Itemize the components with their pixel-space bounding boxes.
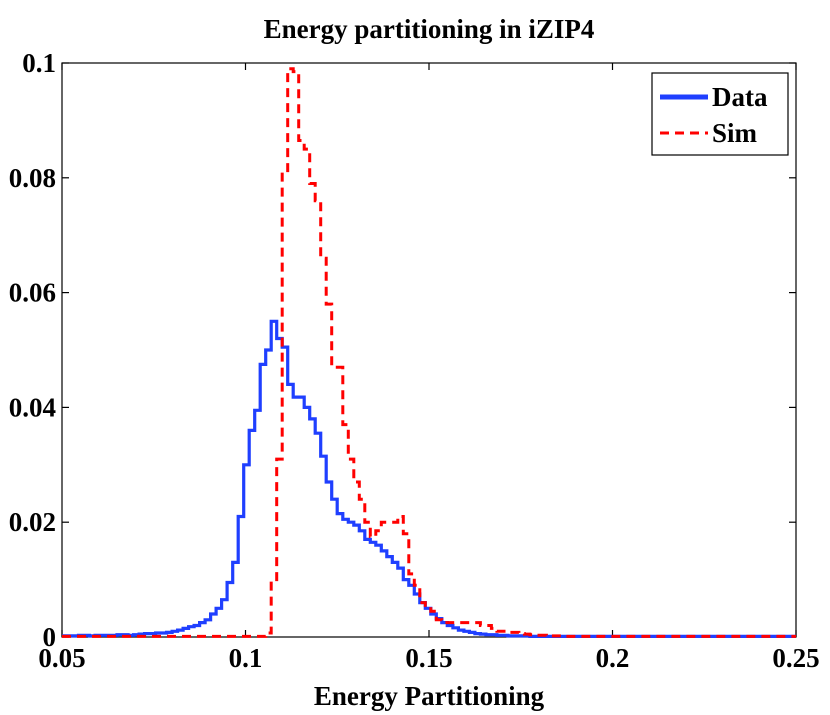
y-tick-label: 0.08 bbox=[9, 163, 56, 193]
x-tick-label: 0.15 bbox=[405, 643, 452, 673]
legend-box bbox=[651, 72, 789, 156]
x-tick-label: 0.25 bbox=[772, 643, 819, 673]
y-tick-label: 0.06 bbox=[9, 278, 56, 308]
x-tick-label: 0.1 bbox=[229, 643, 263, 673]
legend-label-data: Data bbox=[712, 82, 768, 112]
y-tick-label: 0 bbox=[43, 622, 57, 652]
legend-label-sim: Sim bbox=[712, 118, 758, 148]
y-tick-label: 0.1 bbox=[22, 48, 56, 78]
y-tick-label: 0.04 bbox=[9, 392, 56, 422]
series-line-sim bbox=[62, 67, 796, 638]
series-line-data bbox=[62, 319, 796, 638]
chart-title: Energy partitioning in iZIP4 bbox=[264, 14, 595, 44]
x-axis-label: Energy Partitioning bbox=[314, 681, 545, 711]
x-tick-label: 0.2 bbox=[596, 643, 630, 673]
y-tick-label: 0.02 bbox=[9, 507, 56, 537]
x-tick-label: 0.05 bbox=[38, 643, 85, 673]
